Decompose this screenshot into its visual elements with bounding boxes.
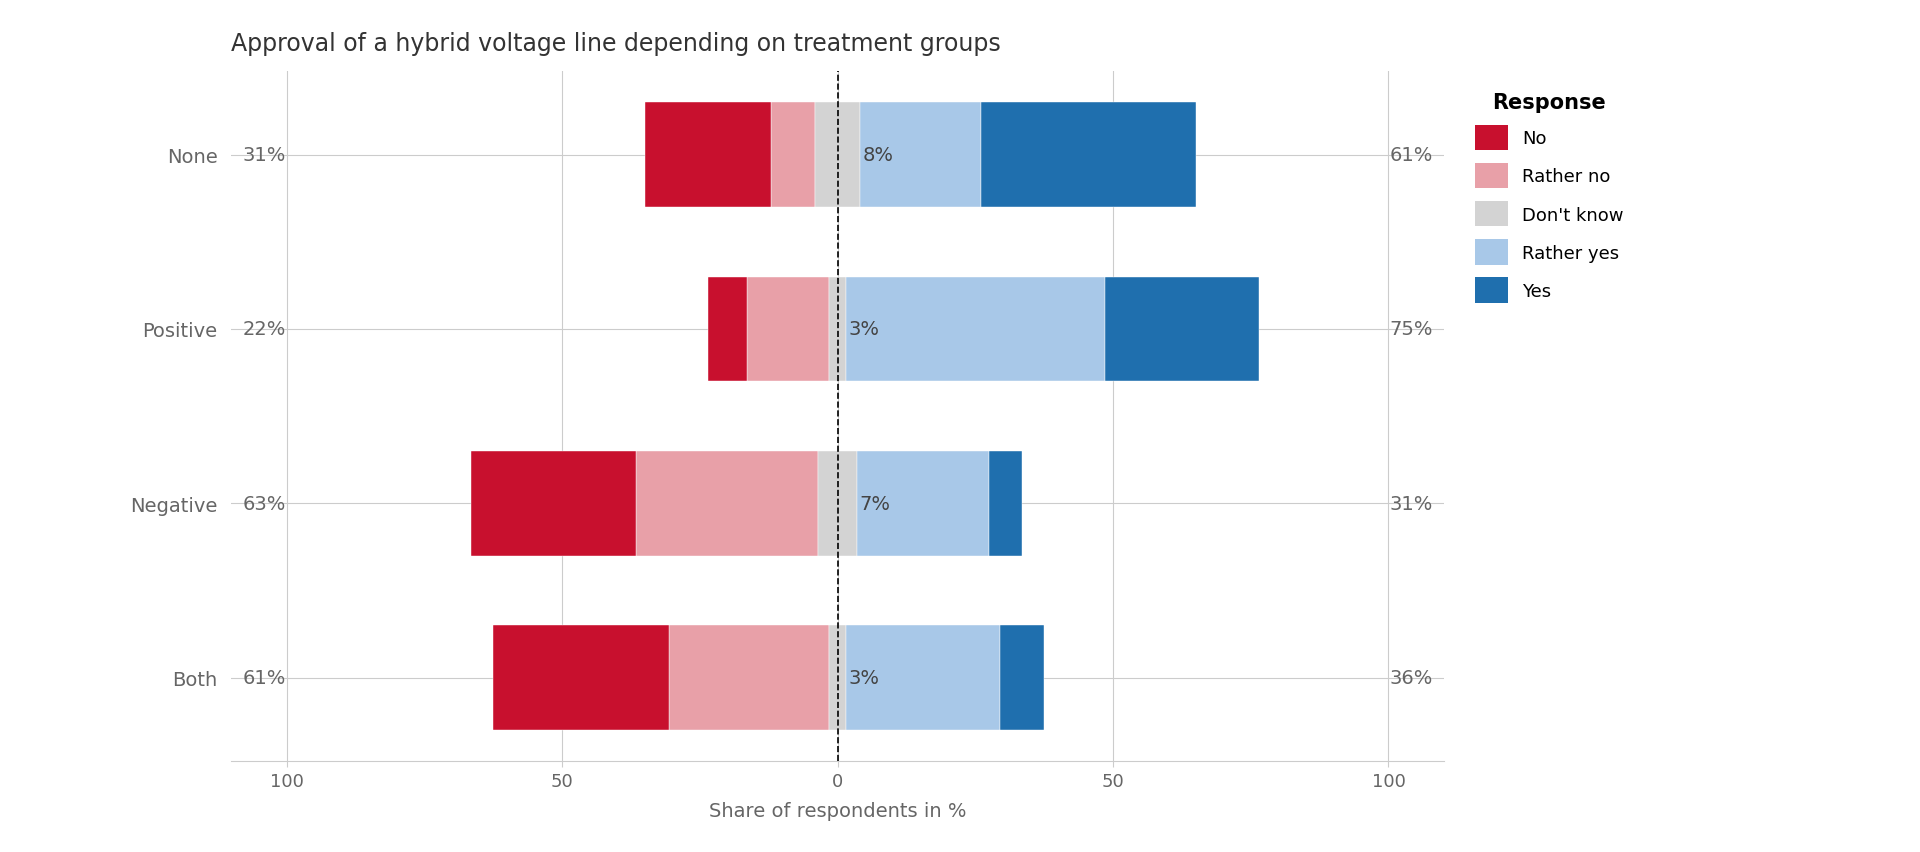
Text: 75%: 75% — [1388, 320, 1432, 339]
Bar — [856, 452, 989, 556]
Legend: No, Rather no, Don't know, Rather yes, Yes: No, Rather no, Don't know, Rather yes, Y… — [1467, 85, 1630, 311]
Bar — [645, 103, 772, 208]
Text: 31%: 31% — [1390, 494, 1432, 513]
Bar — [670, 625, 829, 730]
Bar — [747, 278, 829, 382]
Bar — [847, 625, 1000, 730]
Bar — [493, 625, 670, 730]
Text: 36%: 36% — [1390, 669, 1432, 688]
Bar — [989, 452, 1021, 556]
Text: 3%: 3% — [849, 320, 879, 339]
Bar — [1000, 625, 1044, 730]
Text: 8%: 8% — [862, 146, 893, 165]
Text: 31%: 31% — [242, 146, 286, 165]
Bar — [818, 452, 856, 556]
Text: 61%: 61% — [1390, 146, 1432, 165]
Bar — [708, 278, 747, 382]
Bar — [470, 452, 636, 556]
Text: 61%: 61% — [242, 669, 286, 688]
Bar — [847, 278, 1104, 382]
Bar — [829, 278, 847, 382]
Text: 7%: 7% — [860, 494, 891, 513]
Text: 22%: 22% — [242, 320, 286, 339]
Bar — [636, 452, 818, 556]
Text: 3%: 3% — [849, 669, 879, 688]
X-axis label: Share of respondents in %: Share of respondents in % — [708, 801, 966, 820]
Bar — [816, 103, 860, 208]
Bar — [860, 103, 981, 208]
Text: 63%: 63% — [242, 494, 286, 513]
Bar — [772, 103, 816, 208]
Text: Approval of a hybrid voltage line depending on treatment groups: Approval of a hybrid voltage line depend… — [232, 32, 1000, 56]
Bar — [829, 625, 847, 730]
Bar — [1104, 278, 1260, 382]
Bar — [981, 103, 1196, 208]
